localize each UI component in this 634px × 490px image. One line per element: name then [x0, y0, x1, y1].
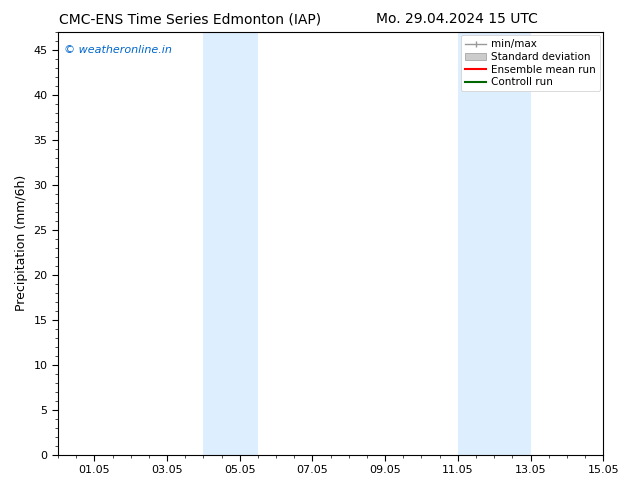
Legend: min/max, Standard deviation, Ensemble mean run, Controll run: min/max, Standard deviation, Ensemble me…	[461, 35, 600, 92]
Text: CMC-ENS Time Series Edmonton (IAP): CMC-ENS Time Series Edmonton (IAP)	[59, 12, 321, 26]
Text: © weatheronline.in: © weatheronline.in	[63, 45, 171, 55]
Y-axis label: Precipitation (mm/6h): Precipitation (mm/6h)	[15, 175, 28, 312]
Bar	[204, 32, 258, 455]
Text: Mo. 29.04.2024 15 UTC: Mo. 29.04.2024 15 UTC	[375, 12, 538, 26]
Bar	[458, 32, 531, 455]
